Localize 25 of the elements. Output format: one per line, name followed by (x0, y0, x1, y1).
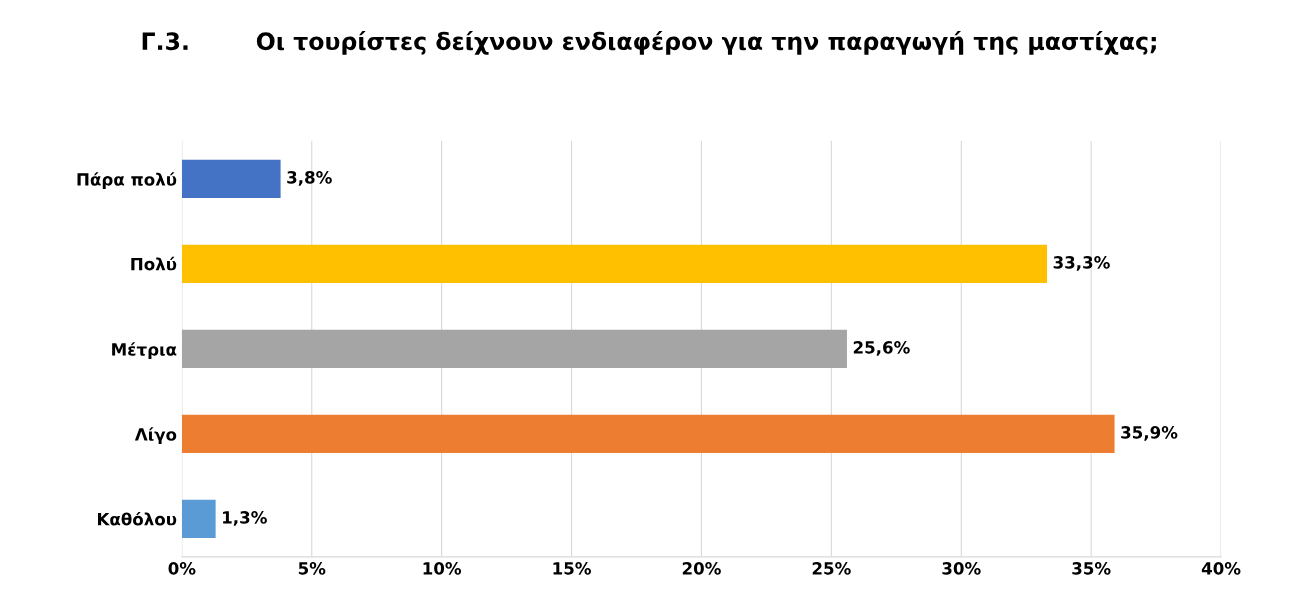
y-tick-label: Πολύ (131, 256, 177, 271)
y-tick-label: Πάρα πολύ (77, 172, 177, 189)
data-label: 3,8% (287, 171, 332, 186)
data-label: 35,9% (1121, 426, 1178, 441)
bar (181, 499, 216, 538)
x-tick-label: 40% (1201, 562, 1241, 575)
x-tick-label: 10% (423, 562, 462, 575)
chart-title: Γ.3. Οι τουρίστες δείχνουν ενδιαφέρον για την παραγωγή της μαστίχας; (142, 30, 1156, 55)
x-tick-label: 20% (682, 562, 721, 575)
data-label: 1,3% (223, 511, 267, 526)
y-tick-label: Μέτρια (112, 342, 177, 359)
y-tick-label: Καθόλου (98, 511, 177, 526)
x-tick-label: 25% (812, 562, 851, 575)
x-tick-label: 35% (1072, 562, 1111, 575)
y-tick-label: Λίγο (134, 427, 177, 444)
bar (181, 159, 281, 198)
bar (181, 329, 847, 368)
x-tick-label: 15% (553, 562, 591, 575)
x-tick-label: 30% (942, 562, 981, 575)
x-tick-label: 5% (298, 562, 326, 575)
bar (181, 414, 1115, 453)
data-label: 25,6% (853, 341, 910, 356)
bar (181, 244, 1047, 283)
data-label: 33,3% (1053, 256, 1110, 271)
x-tick-label: 0% (168, 562, 196, 575)
